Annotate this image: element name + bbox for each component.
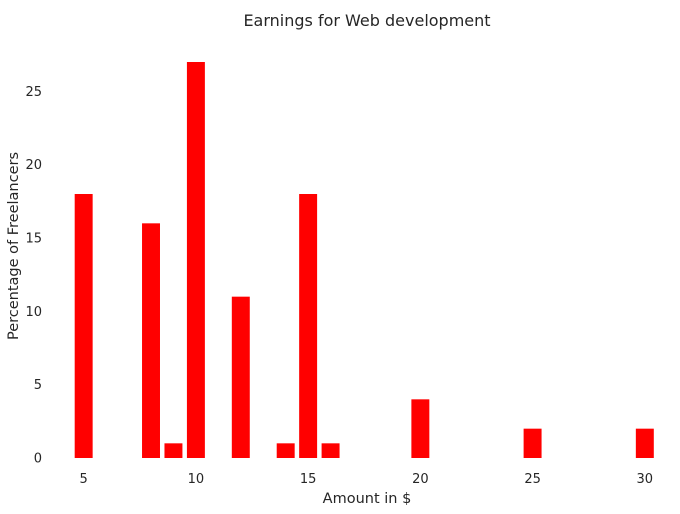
bar-16 [321, 443, 340, 458]
x-tick-label-15: 15 [300, 472, 317, 487]
bar-12 [231, 296, 250, 458]
y-axis-label: Percentage of Freelancers [6, 152, 22, 340]
y-tick-label-25: 25 [25, 85, 42, 100]
bar-30 [635, 428, 654, 458]
x-tick-label-10: 10 [188, 472, 205, 487]
bar-group [74, 62, 654, 458]
y-tick-label-20: 20 [25, 158, 42, 173]
bar-9 [164, 443, 183, 458]
y-tick-labels: 0 5 10 15 20 25 [25, 85, 42, 467]
x-tick-label-30: 30 [637, 472, 654, 487]
x-axis-label: Amount in $ [323, 491, 412, 507]
bar-14 [276, 443, 295, 458]
x-tick-labels: 5 10 15 20 25 30 [80, 472, 654, 487]
y-tick-label-5: 5 [34, 378, 42, 393]
bar-10 [186, 62, 205, 458]
y-tick-label-10: 10 [25, 305, 42, 320]
x-tick-label-25: 25 [524, 472, 541, 487]
x-tick-label-20: 20 [412, 472, 429, 487]
y-tick-label-0: 0 [34, 452, 42, 467]
chart-title: Earnings for Web development [243, 11, 490, 30]
bar-8 [142, 223, 160, 458]
bar-5 [74, 194, 93, 458]
bar-15 [299, 194, 318, 458]
bar-25 [523, 428, 542, 458]
bar-20 [411, 399, 430, 458]
y-tick-label-15: 15 [25, 232, 42, 247]
x-tick-label-5: 5 [80, 472, 88, 487]
